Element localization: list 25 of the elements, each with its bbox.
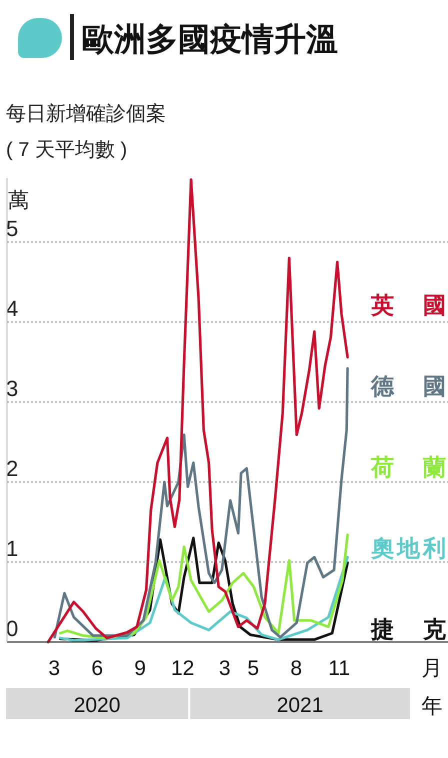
x-tick-label: 5 <box>247 657 260 680</box>
series-label: 捷克 <box>370 616 446 642</box>
text: 荷蘭 <box>370 454 446 480</box>
series-label: 奧地利 <box>370 535 446 561</box>
x-tick-label: 6 <box>91 657 104 680</box>
series-label: 英國 <box>370 292 446 318</box>
x-tick-label: 11 <box>328 657 350 680</box>
y-tick-label: 5 <box>6 216 18 241</box>
y-tick-label: 1 <box>6 536 18 561</box>
text: 2020 <box>74 694 120 717</box>
y-tick-label: 2 <box>6 456 18 481</box>
chart-title: 歐洲多國疫情升溫 <box>82 21 338 57</box>
text: 2021 <box>276 694 324 717</box>
chart-subtitle: 每日新增確診個案 ( 7 天平均數 ) <box>6 102 166 161</box>
x-tick-label: 3 <box>218 657 231 680</box>
y-axis-title: 萬 <box>8 189 29 212</box>
y-tick-label: 3 <box>6 376 18 401</box>
series-label: 德國 <box>370 373 446 399</box>
x-tick-label: 8 <box>290 657 302 680</box>
x-axis-title: 月 <box>422 657 442 680</box>
y-tick-label: 4 <box>6 296 18 321</box>
x-tick-label: 9 <box>134 657 146 680</box>
text: 年 <box>422 695 442 718</box>
x-tick-label: 3 <box>48 657 60 680</box>
x-tick-label: 12 <box>170 657 194 680</box>
